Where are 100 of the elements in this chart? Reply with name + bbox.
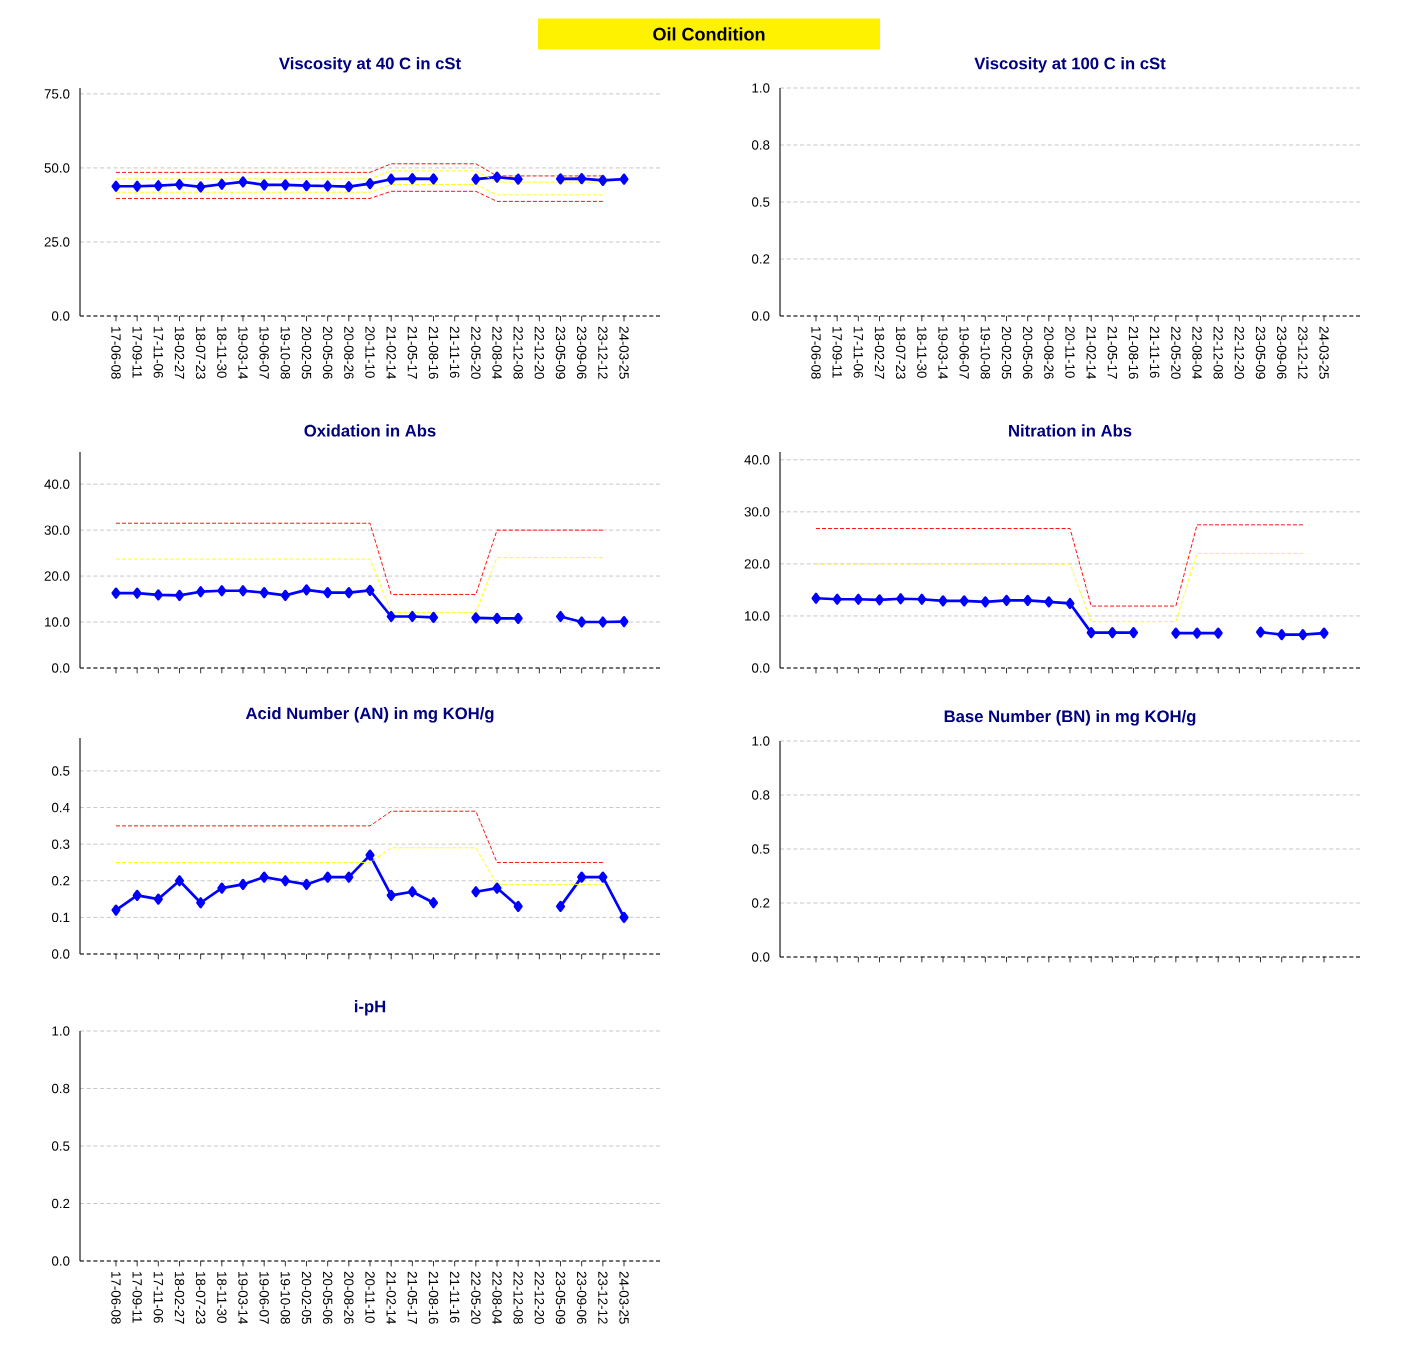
x-tick-label: 19-10-08 [280, 327, 291, 379]
point [407, 610, 417, 623]
x-tick-label: 17-09-11 [132, 327, 142, 378]
x-tick-label: 19-03-14 [238, 327, 248, 379]
point [196, 586, 206, 598]
point [365, 849, 375, 861]
point [577, 172, 587, 185]
x-tick-label: 21-02-14 [386, 326, 396, 379]
x-tick-label: 20-02-05 [301, 326, 312, 379]
x-tick-label: 17-09-11 [832, 327, 842, 378]
x-tick-label: 23-12-12 [1298, 326, 1308, 379]
chart-title: Viscosity at 100 C in cSt [974, 57, 1166, 73]
point [365, 584, 375, 596]
point [1319, 627, 1329, 639]
y-tick-label: 0.0 [751, 311, 770, 321]
y-tick-label: 0.0 [751, 663, 770, 673]
x-tick-label: 21-11-16 [1149, 326, 1160, 378]
point [577, 616, 587, 628]
x-tick-label: 21-05-17 [407, 326, 418, 379]
x-tick-label: 19-06-07 [259, 327, 269, 379]
x-tick-label: 23-12-12 [598, 326, 608, 379]
y-tick-label: 10.0 [745, 611, 770, 621]
y-tick-label: 0.0 [751, 952, 770, 962]
point [1001, 594, 1012, 606]
x-tick-label: 22-12-08 [513, 1271, 523, 1324]
x-tick-label: 22-12-20 [1234, 326, 1245, 379]
point [344, 871, 354, 883]
x-tick-label: 20-02-05 [1001, 326, 1012, 379]
point [492, 882, 502, 894]
point [217, 178, 227, 190]
point [577, 871, 587, 883]
x-tick-label: 20-08-26 [1044, 326, 1054, 379]
x-tick-label: 22-12-20 [534, 326, 545, 379]
x-tick-label: 23-09-06 [576, 326, 587, 379]
x-tick-label: 20-05-06 [1022, 326, 1033, 379]
point [111, 904, 121, 916]
point [132, 587, 142, 599]
x-tick-label: 21-02-14 [1086, 326, 1096, 379]
chart-title: i-pH [354, 1000, 386, 1016]
x-tick-label: 24-03-25 [1319, 326, 1329, 379]
y-tick-label: 0.8 [51, 1083, 70, 1094]
point [344, 587, 354, 599]
point [1086, 626, 1096, 639]
x-tick-label: 23-05-09 [1255, 326, 1266, 379]
x-tick-label: 21-08-16 [1128, 326, 1139, 379]
point [619, 615, 629, 628]
x-tick-label: 18-07-23 [195, 327, 206, 379]
point [428, 611, 439, 624]
point [174, 589, 185, 601]
point [428, 173, 439, 185]
x-tick-label: 19-06-07 [959, 327, 969, 379]
point [471, 173, 481, 185]
point [174, 875, 185, 887]
y-tick-label: 0.0 [51, 949, 70, 959]
x-tick-label: 22-05-20 [471, 1271, 481, 1324]
x-tick-label: 21-08-16 [428, 326, 439, 379]
point [1023, 594, 1033, 606]
x-tick-label: 20-05-06 [322, 326, 333, 379]
point [938, 595, 948, 607]
point [238, 878, 248, 891]
point [980, 596, 990, 608]
point [471, 886, 481, 898]
point [280, 589, 290, 601]
point [153, 893, 163, 905]
y-tick-label: 40.0 [44, 479, 70, 489]
x-tick-label: 17-09-11 [132, 1272, 142, 1323]
point [1065, 597, 1075, 610]
chart-title: Oxidation in Abs [304, 424, 436, 437]
point [386, 610, 396, 623]
x-tick-label: 21-02-14 [386, 1271, 396, 1325]
point [1213, 627, 1223, 639]
y-tick-label: 1.0 [752, 736, 770, 746]
point [1255, 626, 1266, 638]
point [111, 180, 121, 192]
point [1277, 629, 1287, 641]
x-tick-label: 20-11-10 [1065, 326, 1075, 378]
y-tick-label: 0.3 [51, 839, 70, 849]
x-tick-label: 17-11-06 [153, 1272, 164, 1323]
point [280, 875, 290, 887]
chart-title: Viscosity at 40 C in cSt [279, 57, 461, 73]
point [259, 871, 269, 883]
point [301, 180, 312, 192]
point [407, 172, 417, 185]
point [259, 179, 269, 191]
chart-title: Base Number (BN) in mg KOH/g [944, 709, 1196, 726]
x-tick-label: 18-11-30 [917, 327, 927, 378]
y-tick-label: 1.0 [52, 1026, 70, 1036]
point [1044, 596, 1054, 608]
point [153, 589, 163, 601]
x-tick-label: 19-03-14 [938, 327, 948, 379]
point [1192, 627, 1202, 639]
point [1171, 627, 1181, 639]
point [492, 171, 502, 183]
point [344, 180, 354, 193]
x-tick-label: 18-02-27 [874, 327, 885, 379]
x-tick-label: 21-11-16 [449, 1271, 460, 1323]
x-tick-label: 22-08-04 [492, 1271, 502, 1325]
x-tick-label: 17-11-06 [153, 327, 164, 378]
x-tick-label: 22-08-04 [1192, 326, 1202, 379]
y-tick-label: 0.2 [51, 1198, 70, 1209]
